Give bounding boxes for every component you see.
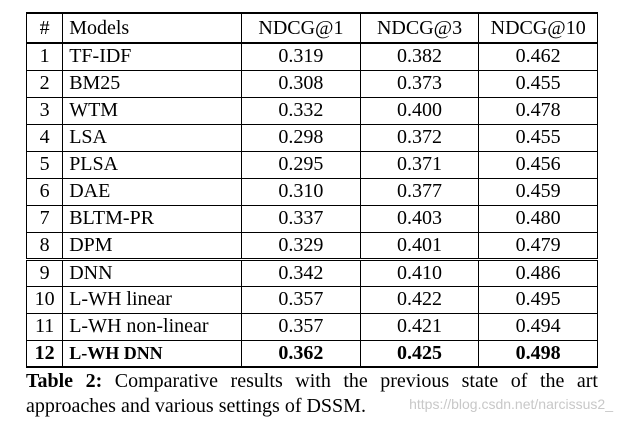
cell-ndcg3: 0.377 [359,177,480,206]
table-row: 9 DNN 0.342 0.410 0.486 [25,257,598,287]
cell-ndcg3: 0.403 [359,204,480,233]
column-header-ndcg3: NDCG@3 [359,12,480,44]
cell-model: BM25 [62,69,243,98]
cell-ndcg10: 0.495 [478,285,598,314]
cell-number: 11 [25,312,64,341]
cell-ndcg10: 0.479 [478,231,598,260]
table-row-best: 12 L-WH DNN 0.362 0.425 0.498 [25,339,598,368]
results-table: # Models NDCG@1 NDCG@3 NDCG@10 1 TF-IDF … [25,12,598,368]
cell-model: DNN [62,257,243,287]
cell-number: 6 [25,177,64,206]
table-row: 11 L-WH non-linear 0.357 0.421 0.494 [25,312,598,341]
cell-number: 7 [25,204,64,233]
cell-ndcg3: 0.371 [359,150,480,179]
cell-ndcg1: 0.310 [241,177,361,206]
cell-number: 1 [25,42,64,71]
cell-number: 9 [25,257,64,287]
cell-ndcg3: 0.422 [359,285,480,314]
cell-ndcg10: 0.480 [478,204,598,233]
cell-ndcg3: 0.382 [359,42,480,71]
cell-model: PLSA [62,150,243,179]
cell-number: 5 [25,150,64,179]
cell-ndcg10: 0.459 [478,177,598,206]
cell-ndcg1: 0.308 [241,69,361,98]
cell-model: WTM [62,96,243,125]
cell-number: 12 [25,339,64,368]
cell-ndcg10: 0.462 [478,42,598,71]
cell-ndcg3: 0.400 [359,96,480,125]
caption-text: Comparative results with the previous st… [26,370,598,417]
cell-ndcg1: 0.362 [241,339,361,368]
table-row: 8 DPM 0.329 0.401 0.479 [25,231,598,260]
cell-ndcg3: 0.373 [359,69,480,98]
cell-ndcg1: 0.337 [241,204,361,233]
column-header-number: # [25,12,64,44]
column-header-models: Models [62,12,243,44]
cell-model: DPM [62,231,243,260]
cell-model: L-WH DNN [62,339,243,368]
cell-ndcg10: 0.478 [478,96,598,125]
cell-ndcg3: 0.425 [359,339,480,368]
cell-ndcg3: 0.410 [359,257,480,287]
column-header-ndcg1: NDCG@1 [241,12,361,44]
table-row: 2 BM25 0.308 0.373 0.455 [25,69,598,98]
cell-model: TF-IDF [62,42,243,71]
column-header-ndcg10: NDCG@10 [478,12,598,44]
table-caption: Table 2: Comparative results with the pr… [26,369,598,419]
caption-label: Table 2: [26,370,103,392]
cell-number: 8 [25,231,64,260]
table-row: 1 TF-IDF 0.319 0.382 0.462 [25,42,598,71]
table-row: 4 LSA 0.298 0.372 0.455 [25,123,598,152]
watermark: https://blog.csdn.net/narcissus2_ [409,396,613,412]
cell-ndcg1: 0.295 [241,150,361,179]
cell-ndcg1: 0.357 [241,312,361,341]
cell-model: LSA [62,123,243,152]
table-row: 10 L-WH linear 0.357 0.422 0.495 [25,285,598,314]
cell-ndcg10: 0.486 [478,257,598,287]
cell-number: 4 [25,123,64,152]
table-row: 7 BLTM-PR 0.337 0.403 0.480 [25,204,598,233]
cell-model: L-WH linear [62,285,243,314]
clipped-previous-line: ​ [10,0,430,6]
cell-ndcg10: 0.498 [478,339,598,368]
cell-ndcg10: 0.455 [478,69,598,98]
cell-model: DAE [62,177,243,206]
cell-ndcg10: 0.494 [478,312,598,341]
table-row: 3 WTM 0.332 0.400 0.478 [25,96,598,125]
cell-number: 10 [25,285,64,314]
cell-ndcg10: 0.455 [478,123,598,152]
cell-ndcg3: 0.401 [359,231,480,260]
cell-ndcg1: 0.319 [241,42,361,71]
cell-model: L-WH non-linear [62,312,243,341]
cell-ndcg1: 0.342 [241,257,361,287]
table-row: 6 DAE 0.310 0.377 0.459 [25,177,598,206]
cell-ndcg1: 0.298 [241,123,361,152]
cell-ndcg1: 0.332 [241,96,361,125]
cell-ndcg1: 0.329 [241,231,361,260]
table-row: 5 PLSA 0.295 0.371 0.456 [25,150,598,179]
cell-number: 2 [25,69,64,98]
table-header-row: # Models NDCG@1 NDCG@3 NDCG@10 [25,12,598,44]
cell-number: 3 [25,96,64,125]
cell-ndcg10: 0.456 [478,150,598,179]
cell-ndcg3: 0.372 [359,123,480,152]
cell-ndcg3: 0.421 [359,312,480,341]
cell-ndcg1: 0.357 [241,285,361,314]
cell-model: BLTM-PR [62,204,243,233]
